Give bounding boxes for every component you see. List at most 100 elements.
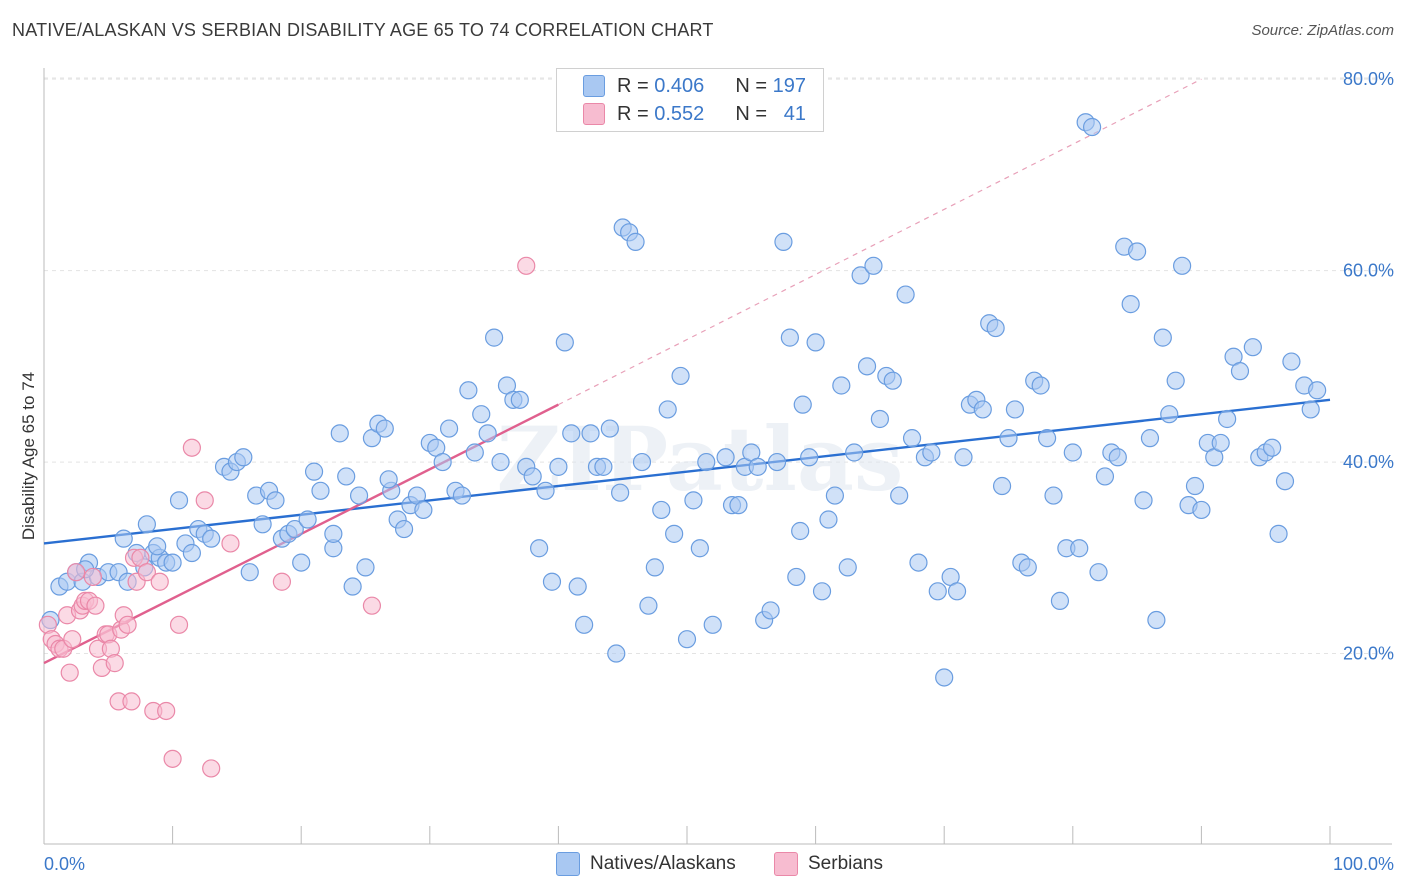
y-tick-label: 60.0%	[1343, 261, 1394, 281]
point-natives	[549, 457, 568, 476]
point-natives	[1037, 429, 1057, 448]
point-natives	[1263, 438, 1282, 457]
point-natives	[626, 232, 645, 251]
point-natives	[954, 448, 973, 467]
point-serbians	[150, 572, 169, 591]
point-serbians	[83, 567, 102, 587]
point-natives	[780, 328, 799, 347]
point-natives	[485, 328, 504, 347]
point-serbians	[272, 572, 292, 591]
y-tick-label: 20.0%	[1343, 644, 1394, 664]
point-natives	[1173, 256, 1192, 275]
point-natives	[114, 529, 133, 548]
point-natives	[935, 668, 954, 687]
legend-row-natives: R = 0.406 N = 197	[583, 73, 806, 99]
point-natives	[266, 491, 285, 510]
point-natives	[748, 457, 767, 476]
point-natives	[452, 486, 472, 505]
point-natives	[1308, 381, 1327, 400]
point-natives	[465, 443, 484, 462]
point-natives	[1243, 338, 1262, 357]
point-natives	[1018, 558, 1037, 577]
point-serbians	[86, 596, 105, 615]
point-natives	[1166, 371, 1185, 390]
point-natives	[999, 429, 1018, 448]
point-natives	[575, 615, 594, 634]
y-tick-label: 40.0%	[1343, 452, 1394, 472]
point-natives	[896, 285, 915, 304]
point-natives	[1275, 472, 1295, 491]
x-tick-label: 100.0%	[1333, 854, 1394, 874]
point-natives	[607, 644, 626, 663]
point-natives	[928, 582, 947, 601]
legend-n-label: N =	[735, 74, 768, 97]
legend-r-label: R =	[617, 74, 649, 97]
point-natives	[163, 553, 182, 572]
point-natives	[806, 333, 825, 352]
point-natives	[523, 467, 542, 486]
point-natives	[658, 400, 677, 419]
point-natives	[857, 357, 877, 376]
point-serbians	[105, 654, 124, 673]
point-natives	[973, 400, 992, 419]
point-natives	[947, 582, 967, 601]
point-natives	[137, 515, 156, 534]
point-natives	[1044, 486, 1063, 505]
point-natives	[1134, 491, 1153, 510]
legend-label-serbians: Serbians	[808, 853, 883, 874]
point-natives	[774, 232, 793, 251]
point-serbians	[202, 759, 221, 778]
point-natives	[1140, 429, 1160, 448]
point-natives	[1160, 405, 1179, 424]
point-natives	[394, 519, 414, 539]
point-natives	[375, 419, 394, 438]
point-serbians	[221, 534, 240, 553]
legend-item-serbians[interactable]: Serbians	[774, 850, 883, 878]
point-natives	[311, 481, 330, 500]
point-natives	[1147, 610, 1166, 630]
point-natives	[832, 376, 851, 395]
point-natives	[1070, 539, 1089, 558]
chart-title: NATIVE/ALASKAN VS SERBIAN DISABILITY AGE…	[12, 20, 714, 40]
legend-r-value: 0.552	[654, 102, 705, 125]
legend-label-natives: Natives/Alaskans	[590, 853, 736, 874]
point-natives	[555, 333, 574, 352]
point-natives	[1282, 352, 1301, 371]
point-natives	[812, 582, 832, 601]
point-natives	[1031, 376, 1050, 395]
point-serbians	[137, 563, 156, 582]
point-serbians	[157, 701, 176, 721]
legend-n-value: 41	[783, 102, 806, 125]
point-natives	[665, 524, 684, 543]
point-natives	[883, 371, 902, 390]
point-natives	[639, 596, 658, 615]
point-natives	[677, 630, 697, 649]
point-natives	[922, 443, 941, 462]
point-natives	[761, 601, 780, 620]
point-natives	[690, 539, 709, 558]
point-natives	[890, 486, 909, 505]
point-natives	[1121, 295, 1140, 314]
point-natives	[864, 256, 883, 275]
point-natives	[793, 395, 812, 414]
point-natives	[285, 519, 304, 539]
point-natives	[324, 524, 343, 543]
point-natives	[562, 424, 581, 443]
data-points	[38, 113, 1327, 778]
point-natives	[697, 452, 716, 472]
point-natives	[414, 500, 433, 520]
point-natives	[909, 553, 928, 572]
point-natives	[1211, 433, 1230, 453]
point-natives	[1063, 443, 1082, 462]
point-natives	[870, 409, 890, 429]
point-natives	[148, 537, 167, 556]
legend-item-natives[interactable]: Natives/Alaskans	[556, 850, 736, 878]
point-natives	[632, 452, 652, 472]
point-natives	[330, 424, 349, 443]
point-natives	[356, 558, 375, 577]
point-natives	[1095, 467, 1115, 486]
point-natives	[652, 500, 671, 520]
point-natives	[1192, 500, 1211, 520]
point-natives	[202, 529, 221, 548]
